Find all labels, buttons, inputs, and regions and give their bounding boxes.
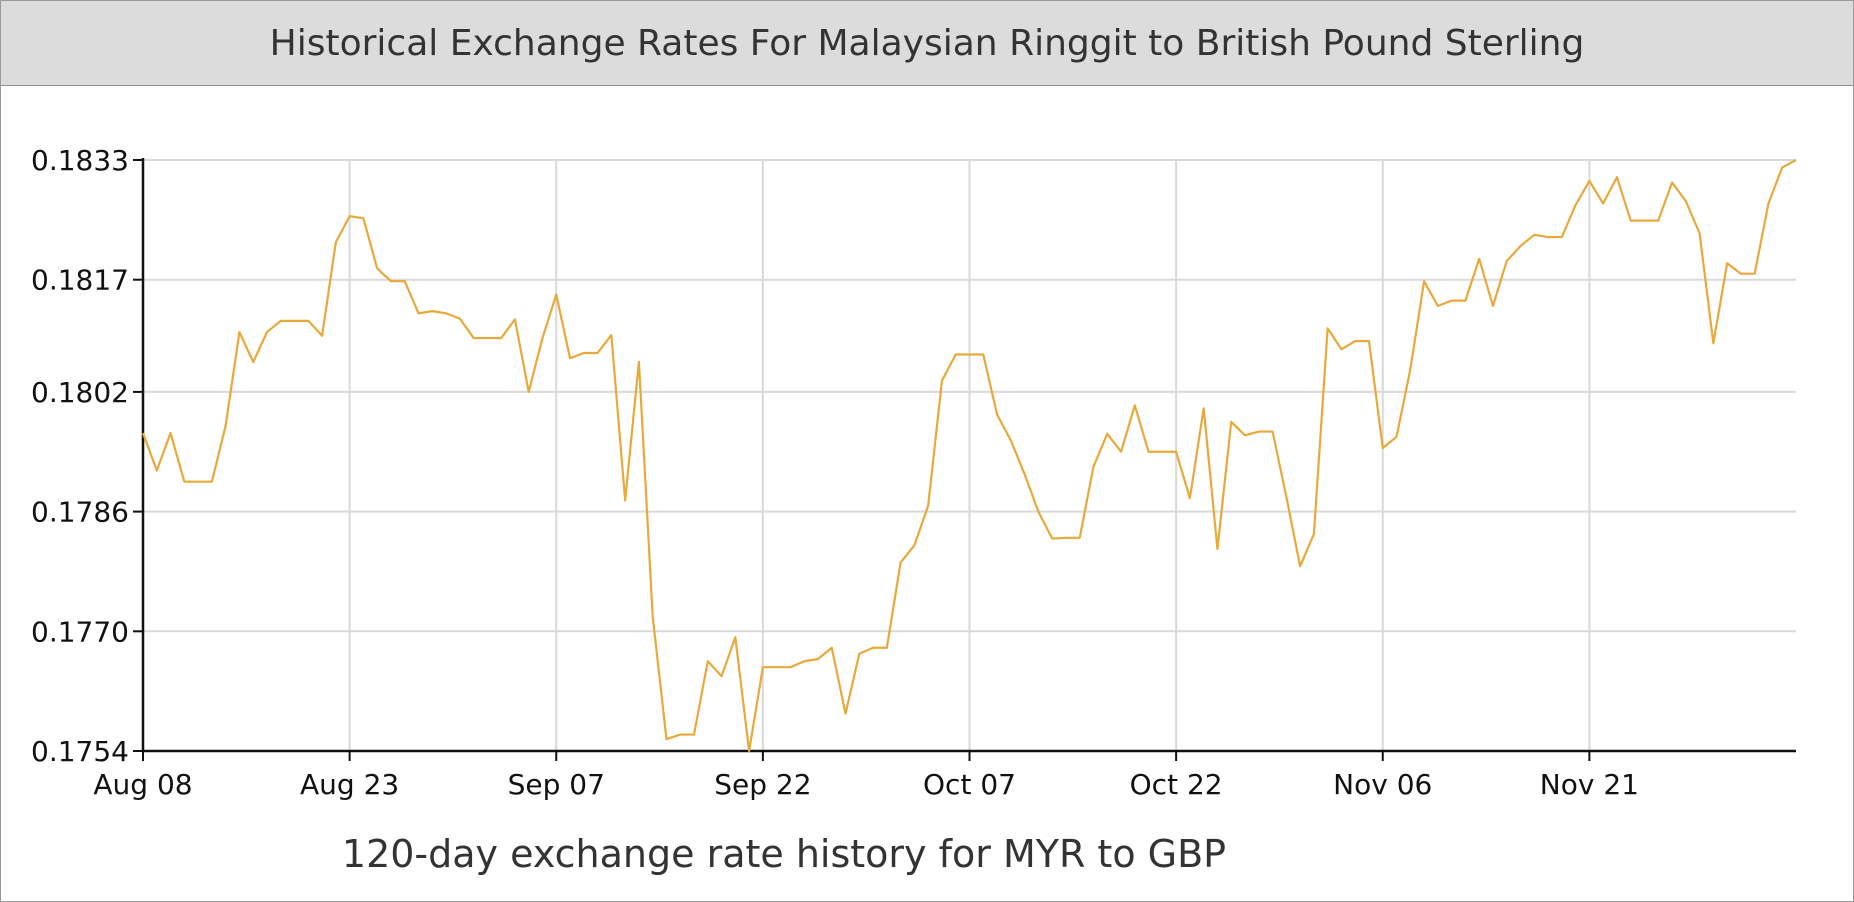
chart-header: Historical Exchange Rates For Malaysian … <box>1 1 1853 86</box>
x-tick-label: Nov 21 <box>1540 768 1639 801</box>
y-axis-ticks: 0.1754 0.1770 0.1786 0.1802 0.1817 0.1833 <box>31 144 143 768</box>
chart-caption: 120-day exchange rate history for MYR to… <box>342 832 1226 876</box>
y-tick-label: 0.1802 <box>31 376 129 409</box>
series-line-myr-gbp <box>141 159 1797 753</box>
x-tick-label: Sep 07 <box>508 768 605 801</box>
x-tick-label: Sep 22 <box>714 768 811 801</box>
y-tick-label: 0.1833 <box>31 144 129 177</box>
x-tick-label: Aug 23 <box>300 768 399 801</box>
y-tick-label: 0.1770 <box>31 615 129 648</box>
x-axis-ticks: Aug 08 Aug 23 Sep 07 Sep 22 Oct 07 Oct 22 Nov … <box>93 751 1639 801</box>
chart-title: Historical Exchange Rates For Malaysian … <box>269 22 1585 64</box>
grid-lines <box>142 159 1796 752</box>
x-tick-label: Aug 08 <box>93 768 192 801</box>
x-tick-label: Oct 22 <box>1130 768 1223 801</box>
x-tick-label: Nov 06 <box>1333 768 1432 801</box>
series-group <box>141 159 1797 753</box>
y-tick-label: 0.1786 <box>31 496 129 529</box>
y-tick-label: 0.1817 <box>31 264 129 297</box>
x-tick-label: Oct 07 <box>923 768 1016 801</box>
y-tick-label: 0.1754 <box>31 735 129 768</box>
